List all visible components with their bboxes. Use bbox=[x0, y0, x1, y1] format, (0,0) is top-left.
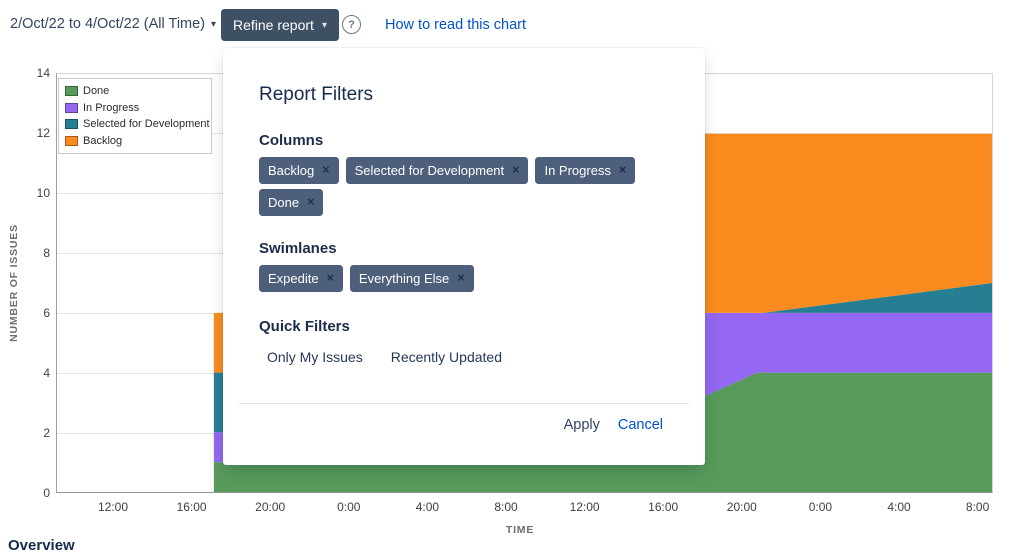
legend-item-done: Done bbox=[65, 83, 205, 100]
y-tick-label-14: 14 bbox=[36, 66, 50, 80]
swimlanes-heading: Swimlanes bbox=[259, 240, 337, 257]
columns-heading: Columns bbox=[259, 132, 324, 149]
x-tick-label-2: 20:00 bbox=[255, 500, 286, 514]
x-tick-label-10: 4:00 bbox=[887, 500, 911, 514]
x-axis-title: TIME bbox=[505, 524, 535, 536]
legend-item-backlog: Backlog bbox=[65, 133, 205, 150]
help-icon[interactable]: ? bbox=[342, 15, 361, 34]
remove-tag-icon-everything-else[interactable]: × bbox=[457, 271, 465, 286]
x-tick-label-11: 8:00 bbox=[965, 500, 990, 514]
filter-tag-label: Done bbox=[268, 195, 300, 210]
chevron-down-icon: ▾ bbox=[321, 20, 327, 31]
remove-tag-icon-expedite[interactable]: × bbox=[326, 271, 334, 286]
legend-label: Done bbox=[83, 85, 110, 98]
remove-tag-icon-in-progress[interactable]: × bbox=[618, 163, 627, 178]
quick-filters-heading: Quick Filters bbox=[259, 318, 350, 335]
y-tick-label-10: 10 bbox=[36, 186, 50, 200]
remove-tag-icon-done[interactable]: × bbox=[307, 195, 315, 210]
overview-heading: Overview bbox=[8, 537, 75, 554]
legend-swatch-selected-for-development bbox=[65, 119, 78, 130]
filter-tag-label: Everything Else bbox=[358, 271, 450, 286]
swimlanes-tag-list: Expedite × Everything Else × bbox=[259, 265, 669, 292]
how-to-read-link[interactable]: How to read this chart bbox=[385, 17, 527, 33]
x-tick-label-3: 0:00 bbox=[337, 500, 361, 514]
filter-tag-in-progress[interactable]: In Progress × bbox=[535, 157, 636, 184]
legend-label: Selected for Development bbox=[83, 118, 210, 131]
y-axis-title: NUMBER OF ISSUES bbox=[8, 224, 20, 342]
x-tick-label-9: 0:00 bbox=[808, 500, 833, 514]
legend-label: In Progress bbox=[83, 101, 140, 114]
legend-swatch-backlog bbox=[65, 135, 78, 146]
columns-tag-list: Backlog × Selected for Development × In Prog… bbox=[259, 157, 669, 216]
chart-legend: Done In Progress Selected for Development B… bbox=[58, 78, 212, 154]
refine-report-label: Refine report bbox=[233, 17, 314, 33]
x-tick-label-1: 16:00 bbox=[176, 500, 207, 514]
filter-tag-everything-else[interactable]: Everything Else × bbox=[349, 265, 474, 292]
filter-tag-done[interactable]: Done × bbox=[259, 189, 324, 216]
y-tick-label-4: 4 bbox=[43, 366, 50, 380]
y-tick-label-6: 6 bbox=[43, 306, 50, 320]
filter-tag-label: Backlog bbox=[268, 163, 315, 178]
date-range-label: 2/Oct/22 to 4/Oct/22 (All Time) bbox=[10, 16, 206, 32]
y-tick-label-8: 8 bbox=[43, 246, 50, 260]
filter-tag-label: Selected for Development bbox=[354, 163, 505, 178]
y-tick-label-12: 12 bbox=[36, 126, 50, 140]
x-tick-label-6: 12:00 bbox=[569, 500, 600, 514]
chevron-down-icon: ▾ bbox=[211, 19, 217, 30]
filter-tag-backlog[interactable]: Backlog × bbox=[259, 157, 339, 184]
popup-divider bbox=[239, 403, 689, 404]
x-tick-label-0: 12:00 bbox=[97, 500, 129, 514]
quick-filter-only-my-issues[interactable]: Only My Issues bbox=[267, 349, 363, 365]
filter-tag-selected-for-development[interactable]: Selected for Development × bbox=[345, 157, 529, 184]
x-tick-label-4: 4:00 bbox=[415, 500, 440, 514]
x-tick-label-5: 8:00 bbox=[494, 500, 518, 514]
remove-tag-icon-selected-for-development[interactable]: × bbox=[512, 163, 520, 178]
apply-button[interactable]: Apply bbox=[563, 417, 600, 433]
quick-filter-recently-updated[interactable]: Recently Updated bbox=[390, 349, 502, 365]
x-tick-label-8: 20:00 bbox=[726, 500, 757, 514]
quick-filter-options: Only My Issues Recently Updated bbox=[259, 349, 669, 365]
y-tick-label-2: 2 bbox=[43, 426, 50, 440]
report-filters-popup: Report Filters Columns Backlog × Selected … bbox=[223, 48, 705, 465]
legend-item-selected-for-development: Selected for Development bbox=[65, 116, 210, 133]
cancel-button[interactable]: Cancel bbox=[617, 417, 663, 433]
question-mark-glyph: ? bbox=[348, 18, 355, 31]
remove-tag-icon-backlog[interactable]: × bbox=[322, 163, 330, 178]
date-range-dropdown[interactable]: 2/Oct/22 to 4/Oct/22 (All Time) ▾ bbox=[10, 16, 216, 32]
y-tick-label-0: 0 bbox=[43, 486, 50, 500]
x-tick-label-7: 16:00 bbox=[648, 500, 679, 514]
filter-tag-label: Expedite bbox=[268, 271, 319, 286]
legend-swatch-in-progress bbox=[65, 102, 78, 113]
filter-tag-expedite[interactable]: Expedite × bbox=[259, 265, 343, 292]
legend-label: Backlog bbox=[83, 134, 123, 147]
refine-report-button[interactable]: Refine report ▾ bbox=[221, 9, 339, 41]
legend-swatch-done bbox=[65, 86, 78, 97]
popup-title: Report Filters bbox=[259, 84, 374, 105]
legend-item-in-progress: In Progress bbox=[65, 100, 205, 117]
filter-tag-label: In Progress bbox=[544, 163, 611, 178]
